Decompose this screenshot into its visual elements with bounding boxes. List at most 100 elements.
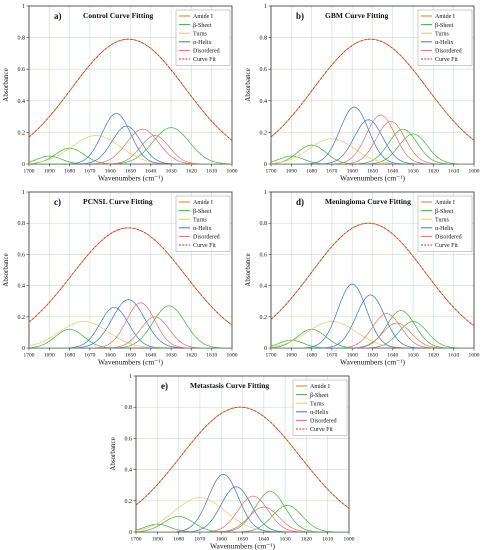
series-line-disordered-peak-2 <box>271 120 474 164</box>
x-tick-label: 1680 <box>306 169 317 175</box>
legend-label: Turns <box>310 401 324 407</box>
y-tick-label: 0.2 <box>18 130 26 136</box>
series-line-sheet-peak-3 <box>136 491 349 532</box>
panel-label: c) <box>54 197 61 207</box>
y-tick-label: 0.2 <box>125 499 133 505</box>
series-line-helix-peak-2 <box>136 486 349 532</box>
legend-label: Amide I <box>193 14 213 20</box>
y-tick-label: 1 <box>264 4 267 10</box>
legend-label: Turns <box>193 31 207 37</box>
y-tick-label: 0 <box>129 530 132 536</box>
series-line-sheet-peak-3 <box>29 127 232 164</box>
x-tick-label: 1690 <box>44 169 55 175</box>
series-line-sheet-peak-2 <box>271 328 474 348</box>
legend-label: β-Sheet <box>435 23 454 29</box>
x-tick-label: 1600 <box>344 537 355 543</box>
x-tick-label: 1650 <box>367 169 378 175</box>
x-tick-label: 1600 <box>227 169 238 175</box>
x-tick-label: 1640 <box>145 353 156 359</box>
plot-area <box>271 38 474 164</box>
x-tick-label: 1630 <box>408 353 419 359</box>
x-tick-label: 1660 <box>105 169 116 175</box>
panel-label: e) <box>161 381 168 391</box>
plot-area <box>136 406 349 532</box>
legend-label: α-Helix <box>193 40 211 46</box>
y-tick-label: 0.2 <box>260 315 268 321</box>
series-line-curve-fit-peak-1 <box>136 406 349 509</box>
panel-title: Metastasis Curve Fitting <box>190 381 269 390</box>
y-tick-label: 0.2 <box>18 315 26 321</box>
legend-label: α-Helix <box>310 410 328 416</box>
x-axis-title: Wavenumbers (cm⁻¹) <box>98 358 163 367</box>
x-tick-label: 1680 <box>64 169 75 175</box>
series-line-sheet-peak-1 <box>271 155 474 164</box>
y-tick-label: 0 <box>22 346 25 352</box>
x-tick-label: 1640 <box>387 169 398 175</box>
y-tick-label: 1 <box>22 4 25 10</box>
y-tick-label: 0 <box>264 346 267 352</box>
series-line-curve-fit-peak-1 <box>271 38 474 141</box>
x-tick-label: 1630 <box>408 169 419 175</box>
series-line-sheet-peak-1 <box>29 328 232 348</box>
x-tick-label: 1650 <box>125 353 136 359</box>
legend-label: Amide I <box>193 200 213 206</box>
y-axis-title: Absorbance <box>244 68 252 101</box>
x-tick-label: 1680 <box>306 353 317 359</box>
legend-label: α-Helix <box>193 226 211 232</box>
legend-label: β-Sheet <box>193 23 212 29</box>
legend: Amide I β-Sheet Turns α-Helix Disordered Curv… <box>292 379 348 436</box>
series-line-sheet-peak-2 <box>29 305 232 348</box>
series-line-sheet-peak-2 <box>29 147 232 164</box>
x-axis-title: Wavenumbers (cm⁻¹) <box>210 542 275 550</box>
legend: Amide I β-Sheet Turns α-Helix Disordered Curv… <box>417 9 473 66</box>
series-line-sheet-peak-1 <box>29 155 232 164</box>
y-tick-label: 0.6 <box>18 67 26 73</box>
y-tick-label: 1 <box>22 190 25 196</box>
y-tick-label: 0.4 <box>260 99 268 105</box>
legend: Amide I β-Sheet Turns α-Helix Disordered Curv… <box>417 195 473 252</box>
x-tick-label: 1700 <box>131 537 142 543</box>
x-tick-label: 1700 <box>24 169 35 175</box>
series-line-curve-fit-peak-1 <box>29 38 232 141</box>
chart-panel-a: 1700 1690 1680 1670 1660 1650 1640 1630 1620 1610… <box>2 4 238 183</box>
panel-title: PCNSL Curve Fitting <box>83 197 153 206</box>
y-tick-label: 0.8 <box>18 221 26 227</box>
x-axis-title: Wavenumbers (cm⁻¹) <box>340 358 405 367</box>
x-tick-label: 1670 <box>84 353 95 359</box>
series-line-helix-peak-2 <box>271 294 474 348</box>
x-tick-label: 1700 <box>24 353 35 359</box>
legend-label: Disordered <box>435 49 462 55</box>
x-tick-label: 1680 <box>173 537 184 543</box>
x-tick-label: 1650 <box>125 169 136 175</box>
legend-label: Curve Fit <box>193 57 216 63</box>
x-tick-label: 1630 <box>166 353 177 359</box>
x-tick-label: 1620 <box>428 169 439 175</box>
x-tick-label: 1700 <box>266 169 277 175</box>
panel-label: b) <box>296 11 304 21</box>
plot-area <box>29 227 232 348</box>
x-tick-label: 1630 <box>280 537 291 543</box>
legend-label: α-Helix <box>435 226 453 232</box>
x-tick-label: 1700 <box>266 353 277 359</box>
chart-panel-b: 1700 1690 1680 1670 1660 1650 1640 1630 1620 1610… <box>244 4 480 183</box>
legend-label: Disordered <box>193 49 220 55</box>
series-line-sheet-peak-2 <box>271 144 474 164</box>
legend-label: Turns <box>435 31 449 37</box>
y-tick-label: 0.6 <box>260 67 268 73</box>
series-line-helix-peak-2 <box>271 119 474 164</box>
legend: Amide I β-Sheet Turns α-Helix Disordered Curv… <box>175 195 231 252</box>
y-tick-label: 0.8 <box>125 405 133 411</box>
x-tick-label: 1640 <box>258 537 269 543</box>
y-axis-title: Absorbance <box>244 253 252 286</box>
series-line-turns-peak-1 <box>271 138 474 164</box>
x-tick-label: 1610 <box>448 353 459 359</box>
legend-box <box>175 9 231 66</box>
plot-area <box>271 222 474 348</box>
y-tick-label: 0.4 <box>260 284 268 290</box>
legend-label: α-Helix <box>435 40 453 46</box>
x-axis-title: Wavenumbers (cm⁻¹) <box>340 174 405 183</box>
y-tick-label: 0.6 <box>125 436 133 442</box>
x-tick-label: 1600 <box>469 169 480 175</box>
chart-panel-c: 1700 1690 1680 1670 1660 1650 1640 1630 1620 1610… <box>2 190 238 367</box>
